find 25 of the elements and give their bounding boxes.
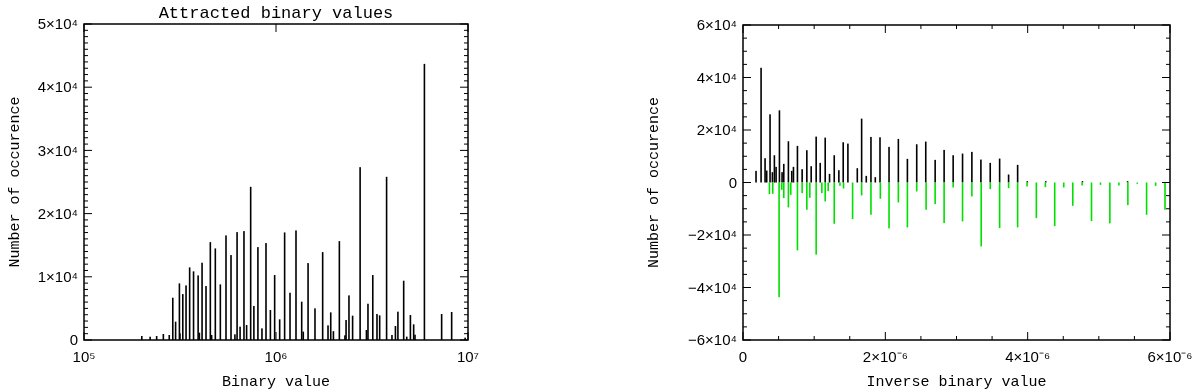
y-tick-label: 5×10⁴: [37, 15, 78, 33]
x-tick-label: 6×10⁻⁶: [1147, 348, 1193, 365]
x-tick-label: 2×10⁻⁶: [862, 348, 908, 365]
x-tick-label: 10⁵: [72, 348, 96, 365]
x-tick-label: 10⁶: [264, 348, 288, 365]
x-axis-title: Binary value: [221, 374, 331, 391]
y-tick-label: 0: [728, 173, 737, 191]
y-tick-label: 2×10⁴: [37, 204, 78, 222]
chart-title: Attracted binary values: [158, 4, 394, 23]
y-tick-label: 2×10⁴: [696, 121, 737, 139]
x-axis-title: Inverse binary value: [866, 374, 1047, 391]
y-tick-label: 1×10⁴: [37, 268, 78, 286]
x-tick-label: 4×10⁻⁶: [1005, 348, 1051, 365]
y-axis-title: Number of occurence: [7, 96, 25, 268]
y-tick-label: 4×10⁴: [37, 78, 78, 96]
y-tick-label: −2×10⁴: [688, 226, 737, 244]
y-tick-label: 3×10⁴: [37, 141, 78, 159]
y-axis-title: Number of occurence: [646, 96, 664, 269]
y-tick-label: 6×10⁴: [696, 16, 737, 34]
x-tick-label: 0: [738, 348, 748, 365]
x-tick-label: 10⁷: [456, 348, 480, 365]
y-tick-label: 4×10⁴: [696, 68, 737, 86]
y-tick-label: −6×10⁴: [688, 331, 737, 349]
y-tick-label: −4×10⁴: [688, 278, 737, 296]
y-tick-label: 0: [69, 331, 78, 349]
